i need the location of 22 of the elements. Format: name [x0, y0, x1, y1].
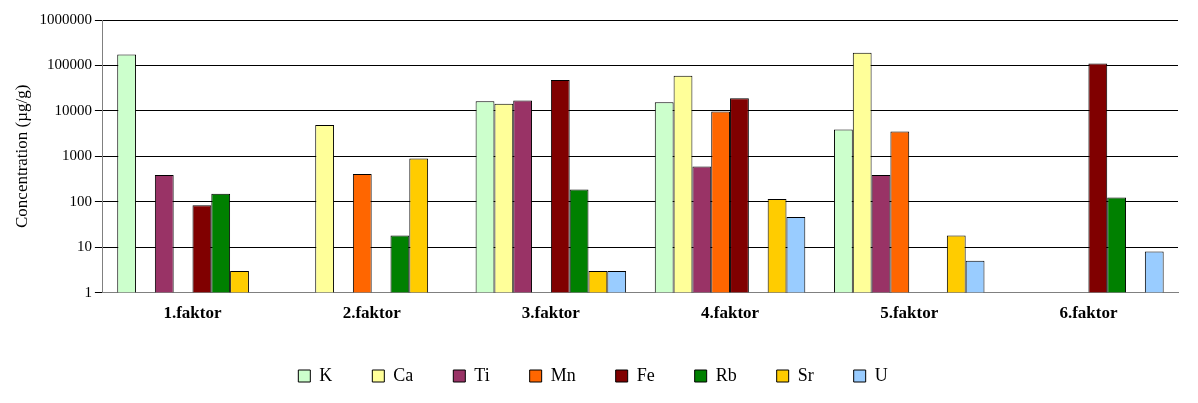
x-tick-label: 5.faktor	[880, 303, 939, 323]
x-tick-label: 2.faktor	[342, 303, 402, 323]
y-tick-label: 1000	[61, 147, 92, 164]
y-tick-label: 100	[69, 192, 92, 209]
legend-label: Rb	[715, 364, 737, 385]
y-tick-label: 10000	[54, 101, 92, 118]
legend-label: Fe	[636, 364, 655, 385]
y-tick-label: 1	[84, 283, 92, 300]
y-tick-label: 100000	[46, 56, 92, 73]
x-tick-label: 4.faktor	[701, 303, 760, 323]
legend-label: Mn	[550, 364, 576, 385]
x-tick-label: 6.faktor	[1059, 303, 1118, 323]
legend-label: K	[319, 364, 333, 385]
y-axis-title: Concentration (µg/g)	[11, 84, 31, 228]
x-tick-label: 3.faktor	[521, 303, 581, 323]
legend-label: Ca	[393, 364, 414, 385]
x-tick-label: 1.faktor	[163, 303, 222, 323]
legend-label: Ti	[474, 364, 490, 385]
legend-label: U	[874, 364, 888, 385]
legend-label: Sr	[797, 364, 814, 385]
y-tick-label: 1000000	[39, 10, 92, 27]
y-tick-label: 10	[76, 238, 92, 255]
